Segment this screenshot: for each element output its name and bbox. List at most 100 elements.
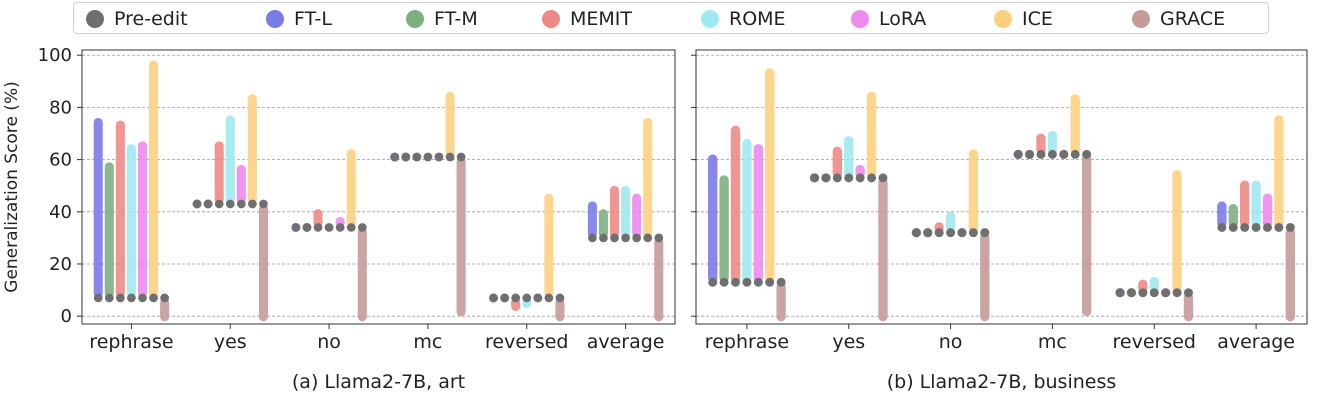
pre-edit-dot-mc [1013,149,1023,159]
x-tick-label-mc: mc [1038,331,1067,353]
pre-edit-dot-average [621,233,630,243]
pre-edit-dot-yes [203,199,213,209]
y-tick-label: 100 [38,45,72,66]
bar-ft-l-average [587,201,597,238]
bar-rome-yes [225,115,235,204]
pre-edit-dot-yes [236,199,246,209]
bar-rome-mc [1047,130,1058,155]
bar-memit-average [609,185,620,238]
bar-lora-rephrase [753,143,763,283]
y-tick-label: 20 [49,254,72,275]
pre-edit-dot-no [934,228,944,238]
pre-edit-dot-average [1228,222,1238,232]
pre-edit-dot-rephrase [731,277,741,287]
pre-edit-dot-yes [259,199,268,209]
pre-edit-dot-rephrase [765,277,775,287]
pre-edit-dot-average [599,233,608,243]
pre-edit-dot-reversed [1138,288,1148,298]
pre-edit-dot-average [588,233,597,243]
y-tick-label: 80 [49,97,72,118]
pre-edit-dot-mc [390,152,400,162]
pre-edit-dot-yes [821,173,831,183]
pre-edit-dot-mc [1025,149,1035,159]
pre-edit-dot-yes [844,173,854,183]
pre-edit-dot-mc [401,152,411,162]
pre-edit-dot-yes [192,199,202,209]
pre-edit-dot-no [313,223,323,232]
y-axis-label: Generalization Score (%) [2,81,22,292]
pre-edit-dot-average [643,233,653,243]
legend-label: FT-M [434,8,478,30]
pre-edit-dot-mc [412,152,422,162]
pre-edit-dot-reversed [1126,288,1136,298]
x-tick-label-reversed: reversed [1113,331,1196,353]
pre-edit-dot-yes [855,173,865,183]
bar-ice-mc [445,91,455,157]
pre-edit-dot-reversed [511,293,521,303]
bar-ft-l-average [1217,201,1227,228]
pre-edit-dot-no [291,223,301,232]
bar-grace-mc [456,156,466,317]
bar-ice-rephrase [765,68,775,283]
x-tick-label-average: average [587,331,665,353]
pre-edit-dot-rephrase [708,277,718,287]
bar-memit-average [1240,180,1250,228]
bar-ft-m-rephrase [104,162,114,298]
pre-edit-dot-rephrase [719,277,729,287]
pre-edit-dot-average [654,233,664,243]
legend-label: LoRA [879,8,927,30]
y-tick-label: 0 [61,306,72,327]
legend-swatch [851,10,869,28]
pre-edit-dot-average [1217,222,1227,232]
legend-label: ROME [729,8,786,30]
pre-edit-dot-rephrase [115,293,125,303]
bar-grace-reversed [1183,292,1194,322]
bar-grace-mc [1081,154,1092,317]
pre-edit-dot-reversed [500,293,509,303]
pre-edit-dot-rephrase [127,293,136,303]
pre-edit-dot-no [968,228,978,238]
pre-edit-dot-mc [423,152,433,162]
legend-label: Pre-edit [114,8,188,30]
bar-lora-average [632,193,642,238]
pre-edit-dot-no [357,223,367,232]
pre-edit-dot-rephrase [160,293,169,303]
bar-ice-mc [1070,94,1080,155]
x-tick-label-rephrase: rephrase [89,331,173,353]
y-tick-label: 40 [49,202,72,223]
pre-edit-dot-mc [1059,149,1069,159]
bar-memit-rephrase [115,120,125,298]
legend-swatch [542,10,560,28]
bar-grace-yes [878,177,888,322]
bar-memit-mc [1036,133,1046,155]
pre-edit-dot-yes [248,199,257,209]
pre-edit-dot-mc [445,152,455,162]
legend-label: MEMIT [570,8,633,30]
pre-edit-dot-mc [1082,149,1092,159]
bar-grace-average [654,237,664,322]
bar-ft-m-average [1228,203,1238,228]
bar-lora-yes [236,164,246,204]
bar-grace-no [357,227,367,322]
pre-edit-dot-yes [810,173,820,183]
bar-rome-rephrase [126,143,136,298]
bar-grace-no [980,232,990,322]
pre-edit-dot-no [923,228,933,238]
pre-edit-dot-rephrase [753,277,763,287]
pre-edit-dot-yes [878,173,888,183]
pre-edit-dot-average [1285,222,1295,232]
bar-rome-yes [844,136,854,178]
pre-edit-dot-average [1251,222,1261,232]
bar-ft-m-average [598,209,608,238]
bar-ice-average [643,117,653,238]
x-tick-label-reversed: reversed [485,331,568,353]
bar-ice-rephrase [149,60,159,298]
bar-ft-l-rephrase [93,117,103,298]
bar-ice-no [346,149,356,228]
pre-edit-dot-no [957,228,967,238]
legend: Pre-edit FT-L FT-M MEMIT ROME LoRA ICE [73,2,1269,34]
bar-ice-reversed [544,193,554,298]
pre-edit-dot-reversed [1183,288,1193,298]
